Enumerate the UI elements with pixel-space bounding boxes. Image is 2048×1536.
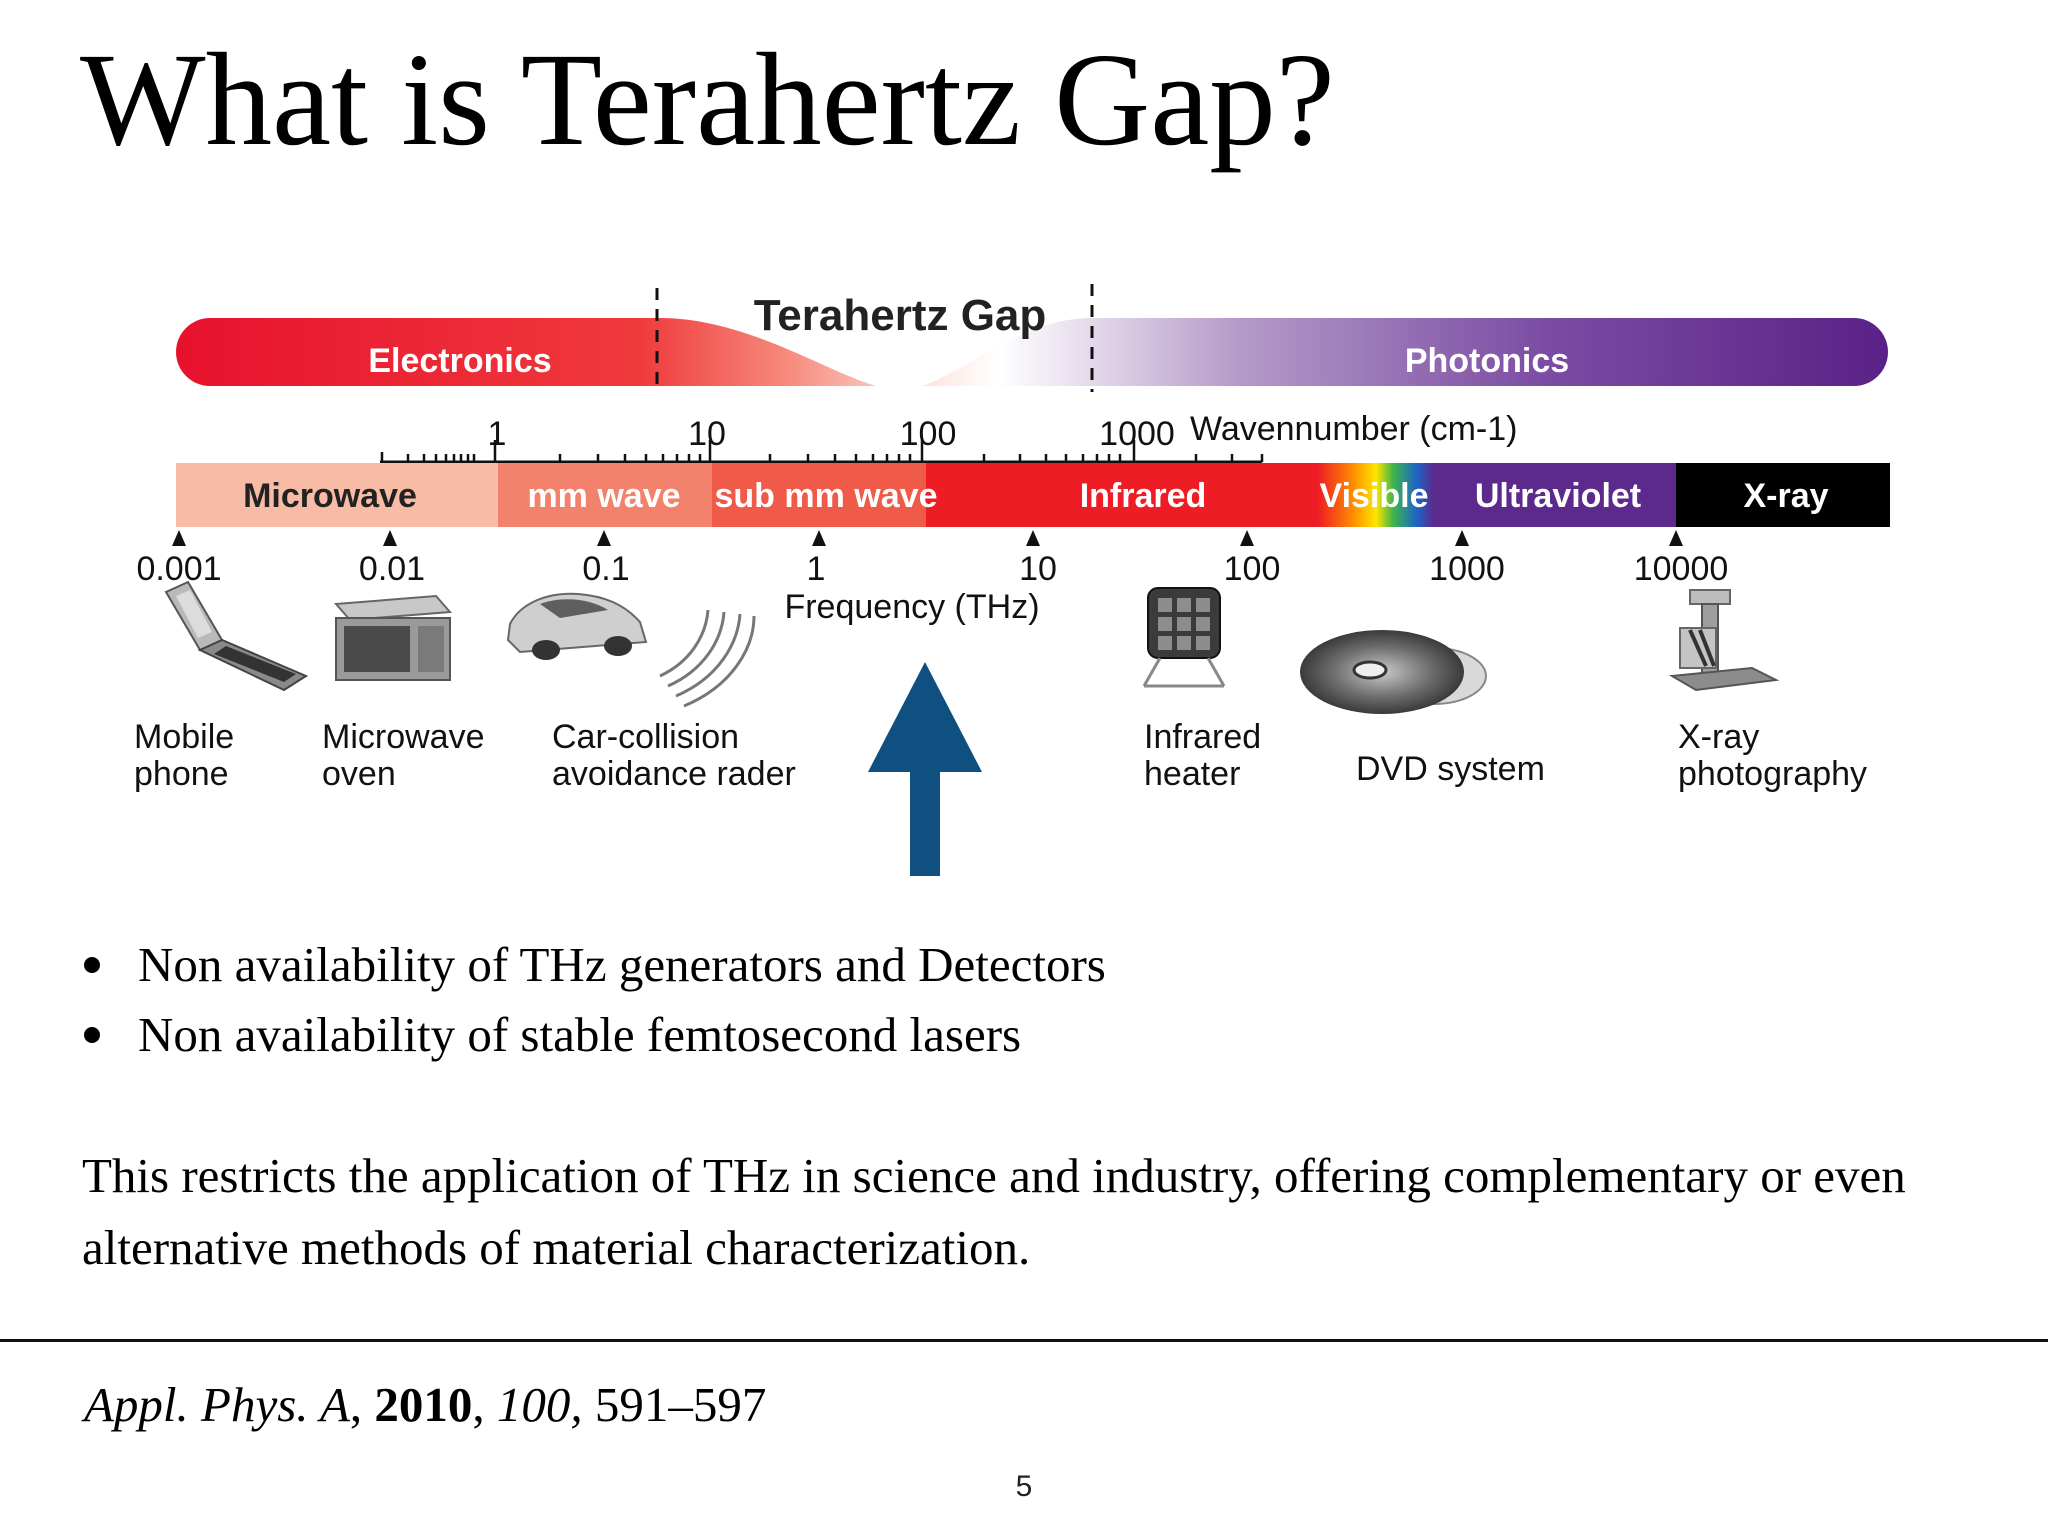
svg-text:oven: oven: [322, 755, 396, 793]
bullet-list: Non availability of THz generators and D…: [80, 930, 1106, 1070]
device-label-xray-photography: X-ray photography: [1678, 718, 1867, 793]
citation-volume: 100,: [496, 1377, 583, 1432]
band-infrared: [926, 463, 1318, 527]
microwave-oven-icon: [333, 594, 453, 681]
infrared-heater-icon: [1142, 587, 1226, 688]
band-mm-wave: [498, 463, 712, 527]
frequency-axis-label: Frequency (THz): [784, 588, 1039, 626]
footer-divider: [0, 1339, 2048, 1342]
band-label-ultraviolet: Ultraviolet: [1475, 477, 1641, 515]
svg-text:Infrared: Infrared: [1144, 718, 1261, 756]
band-label-microwave: Microwave: [243, 477, 417, 515]
wavenumber-tick-1: 1: [488, 415, 507, 453]
frequency-tick-1000: 1000: [1429, 550, 1505, 588]
frequency-scale: 0.001 0.01 0.1 1 10 100 1000 10000 Frequ…: [136, 530, 1728, 626]
spectrum-bar: Microwave mm wave sub mm wave Infrared V…: [176, 463, 1890, 527]
page-number: 5: [1015, 1470, 1033, 1503]
bullet-item: Non availability of THz generators and D…: [80, 930, 1106, 1000]
svg-text:Car-collision: Car-collision: [552, 718, 739, 756]
svg-text:Microwave: Microwave: [322, 718, 484, 756]
xray-machine-icon: [1668, 589, 1780, 692]
slide-title: What is Terahertz Gap?: [80, 25, 1335, 173]
frequency-tick-1: 1: [807, 550, 826, 588]
frequency-tick-0.001: 0.001: [136, 550, 221, 588]
frequency-tick-markers: [172, 530, 1683, 546]
band-xray: [1676, 463, 1890, 527]
photonics-label: Photonics: [1405, 342, 1569, 380]
electronics-photonics-banner: [176, 318, 1888, 386]
band-sub-mm-wave: [712, 463, 926, 527]
car-icon: [506, 592, 648, 660]
terahertz-gap-diagram: Terahertz Gap Electronics Photonics: [134, 284, 1890, 876]
device-label-infrared-heater: Infrared heater: [1144, 718, 1261, 793]
band-ultraviolet: [1434, 463, 1676, 527]
frequency-tick-10: 10: [1019, 550, 1057, 588]
summary-paragraph: This restricts the application of THz in…: [82, 1148, 1906, 1275]
band-label-visible: Visible: [1320, 477, 1429, 515]
band-label-xray: X-ray: [1743, 477, 1828, 515]
terahertz-gap-label: Terahertz Gap: [754, 291, 1047, 340]
wavenumber-minor-ticks: [380, 440, 1264, 462]
frequency-tick-10000: 10000: [1634, 550, 1729, 588]
citation-year: 2010: [374, 1377, 473, 1432]
wavenumber-scale: 1 10 100 1000 Wavennumber (cm-1): [380, 410, 1517, 464]
wavenumber-tick-1000: 1000: [1099, 415, 1175, 453]
svg-text:Mobile: Mobile: [134, 718, 234, 756]
electronics-label: Electronics: [368, 342, 551, 380]
band-label-sub-mm-wave: sub mm wave: [715, 477, 938, 515]
band-microwave: [176, 463, 498, 527]
dvd-disc-icon: [1300, 630, 1487, 714]
citation-journal: Appl. Phys. A: [84, 1377, 350, 1432]
svg-text:heater: heater: [1144, 755, 1240, 793]
frequency-tick-100: 100: [1224, 550, 1281, 588]
radar-waves-icon: [659, 609, 756, 708]
bullet-dot-icon: [84, 957, 100, 973]
bullet-item: Non availability of stable femtosecond l…: [80, 1000, 1106, 1070]
svg-text:DVD system: DVD system: [1356, 750, 1545, 788]
device-label-dvd-system: DVD system: [1356, 750, 1545, 788]
terahertz-gap-notch: [660, 300, 1092, 390]
wavenumber-tick-10: 10: [688, 415, 726, 453]
citation: Appl. Phys. A, 2010, 100, 591–597: [84, 1377, 767, 1432]
svg-text:avoidance rader: avoidance rader: [552, 755, 796, 793]
svg-text:phone: phone: [134, 755, 229, 793]
citation-pages: 591–597: [582, 1377, 767, 1432]
mobile-phone-icon: [164, 580, 309, 692]
up-arrow-icon: [868, 662, 982, 876]
frequency-tick-0.01: 0.01: [359, 550, 425, 588]
wavenumber-axis-label: Wavennumber (cm-1): [1190, 410, 1517, 448]
device-label-mobile-phone: Mobile phone: [134, 718, 234, 793]
device-label-microwave-oven: Microwave oven: [322, 718, 484, 793]
bullet-dot-icon: [84, 1027, 100, 1043]
frequency-tick-0.1: 0.1: [582, 550, 629, 588]
svg-text:photography: photography: [1678, 755, 1867, 793]
band-label-infrared: Infrared: [1080, 477, 1207, 515]
band-visible: [1318, 463, 1434, 527]
wavenumber-tick-100: 100: [900, 415, 957, 453]
band-label-mm-wave: mm wave: [527, 477, 680, 515]
svg-text:X-ray: X-ray: [1678, 718, 1759, 756]
device-label-car-radar: Car-collision avoidance rader: [552, 718, 796, 793]
